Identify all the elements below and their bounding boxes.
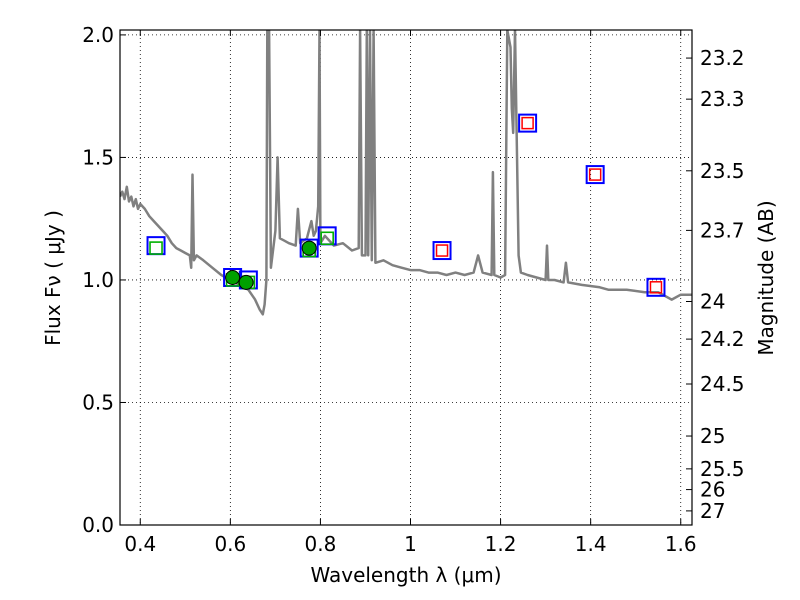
red-square-marker bbox=[649, 281, 663, 294]
x-tick-label: 0.8 bbox=[305, 532, 337, 556]
y-axis-title-left: Flux Fν ( μJy ) bbox=[41, 210, 65, 346]
x-tick-label: 0.4 bbox=[124, 532, 156, 556]
y-axis-title-right: Magnitude (AB) bbox=[754, 200, 778, 355]
marker-layer bbox=[146, 113, 666, 297]
blue-square-marker bbox=[518, 113, 538, 133]
green-circle-marker bbox=[225, 270, 241, 285]
y-tick-label-right: 26 bbox=[700, 478, 725, 502]
green-circle-marker bbox=[238, 274, 254, 290]
x-tick-label: 0.6 bbox=[214, 532, 246, 556]
blue-square-marker bbox=[432, 241, 452, 261]
y-tick-label-left: 1.5 bbox=[82, 145, 114, 169]
spectrum-layer bbox=[120, 30, 692, 316]
blue-square-marker bbox=[585, 165, 605, 185]
y-tick-label-left: 0.5 bbox=[82, 390, 114, 414]
y-tick-label-left: 0.0 bbox=[82, 513, 114, 537]
spectrum-line bbox=[120, 30, 692, 316]
y-tick-label-right: 23.5 bbox=[700, 159, 745, 183]
green-square-marker bbox=[320, 231, 334, 246]
blue-square-marker bbox=[646, 277, 666, 297]
y-tick-label-right: 23.3 bbox=[700, 87, 745, 111]
y-tick-label-right: 23.7 bbox=[700, 218, 745, 242]
x-axis-title: Wavelength λ (μm) bbox=[310, 563, 501, 587]
red-square-marker bbox=[588, 168, 602, 181]
green-square-marker bbox=[149, 241, 163, 255]
y-tick-label-right: 25 bbox=[700, 424, 725, 448]
y-tick-label-right: 25.5 bbox=[700, 457, 745, 481]
x-tick-label: 1.4 bbox=[575, 532, 607, 556]
green-circle-marker bbox=[301, 240, 317, 256]
x-tick-label: 1.6 bbox=[665, 532, 697, 556]
x-tick-label: 1.2 bbox=[485, 532, 517, 556]
y-tick-label-left: 2.0 bbox=[82, 23, 114, 47]
y-tick-label-right: 24.2 bbox=[700, 327, 745, 351]
y-tick-label-left: 1.0 bbox=[82, 268, 114, 292]
y-tick-label-right: 23.2 bbox=[700, 46, 745, 70]
x-tick-label: 1 bbox=[404, 532, 417, 556]
ticks: 0.4 0.6 0.8 1 1.2 1.4 1.6 0.0 0.5 1.0 1.5 2.0 23.2 23… bbox=[82, 23, 744, 556]
y-tick-label-right: 24.5 bbox=[700, 372, 745, 396]
y-tick-label-right: 27 bbox=[700, 499, 725, 523]
plot-frame bbox=[119, 29, 693, 526]
red-square-marker bbox=[521, 116, 534, 130]
y-tick-label-right: 24 bbox=[700, 290, 725, 314]
red-square-marker bbox=[435, 244, 449, 257]
